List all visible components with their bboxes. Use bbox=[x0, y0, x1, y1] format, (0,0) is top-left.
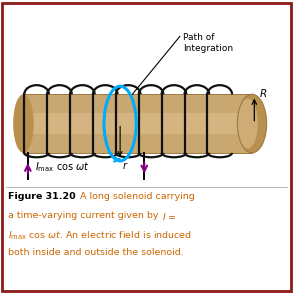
Ellipse shape bbox=[237, 94, 267, 153]
Text: $I_{\mathrm{max}}$ cos $\omega t$: $I_{\mathrm{max}}$ cos $\omega t$ bbox=[35, 161, 90, 174]
Text: both inside and outside the solenoid.: both inside and outside the solenoid. bbox=[8, 248, 184, 257]
Text: r: r bbox=[122, 161, 126, 171]
Text: A long solenoid carrying: A long solenoid carrying bbox=[77, 192, 195, 201]
Bar bbox=[23, 113, 252, 134]
Text: Path of
Integration: Path of Integration bbox=[183, 33, 233, 53]
Text: $I$ =: $I$ = bbox=[162, 211, 176, 222]
Text: a time-varying current given by: a time-varying current given by bbox=[8, 211, 162, 220]
Text: $I_{\mathrm{max}}$ cos $\omega t$. An electric field is induced: $I_{\mathrm{max}}$ cos $\omega t$. An el… bbox=[8, 229, 192, 242]
Ellipse shape bbox=[13, 94, 34, 153]
Text: Figure 31.20: Figure 31.20 bbox=[8, 192, 76, 201]
Ellipse shape bbox=[237, 99, 258, 148]
Text: R: R bbox=[259, 89, 267, 99]
Bar bbox=[23, 94, 252, 153]
